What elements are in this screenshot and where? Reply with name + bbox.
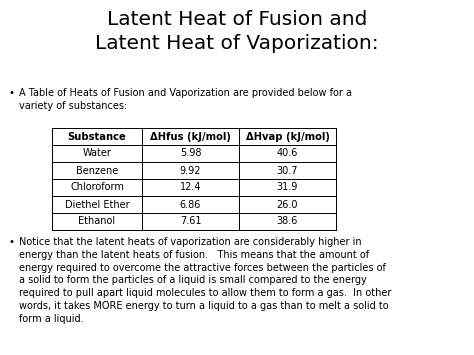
Text: 30.7: 30.7 [277,165,298,175]
Text: Chloroform: Chloroform [70,182,124,192]
Text: ΔHfus (kJ/mol): ΔHfus (kJ/mol) [150,131,231,142]
Text: ΔHvap (kJ/mol): ΔHvap (kJ/mol) [246,131,329,142]
Text: 38.6: 38.6 [277,217,298,226]
Text: 5.98: 5.98 [180,148,201,158]
Text: Latent Heat of Fusion and
Latent Heat of Vaporization:: Latent Heat of Fusion and Latent Heat of… [95,10,379,53]
Text: Benzene: Benzene [76,165,118,175]
Text: •: • [8,88,14,98]
Text: Water: Water [82,148,111,158]
Text: 12.4: 12.4 [180,182,201,192]
Text: Diethel Ether: Diethel Ether [64,200,129,209]
Text: 26.0: 26.0 [277,200,298,209]
Text: Substance: Substance [68,131,127,142]
Text: 9.92: 9.92 [180,165,201,175]
Text: 6.86: 6.86 [180,200,201,209]
Text: Ethanol: Ethanol [78,217,116,226]
Text: Notice that the latent heats of vaporization are considerably higher in
energy t: Notice that the latent heats of vaporiza… [19,237,392,324]
Text: 31.9: 31.9 [277,182,298,192]
Text: A Table of Heats of Fusion and Vaporization are provided below for a
variety of : A Table of Heats of Fusion and Vaporizat… [19,88,352,111]
Text: 7.61: 7.61 [180,217,201,226]
Text: •: • [8,237,14,247]
Text: 40.6: 40.6 [277,148,298,158]
